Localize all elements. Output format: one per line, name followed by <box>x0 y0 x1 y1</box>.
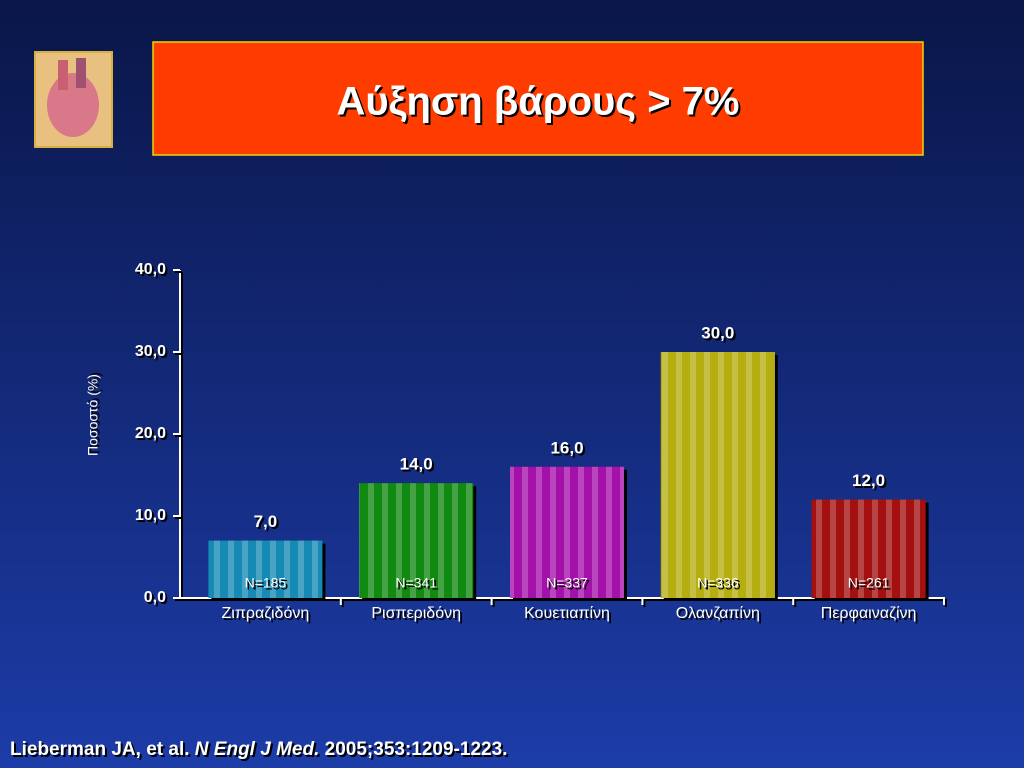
y-tick-label: 20,0 <box>135 425 166 442</box>
sample-label: N=336 <box>697 575 739 591</box>
citation-journal: N Engl J Med. <box>195 739 320 760</box>
citation-details: 2005;353:1209-1223. <box>325 739 508 760</box>
value-label: 14,0 <box>400 455 433 474</box>
x-tick-label: Ρισπεριδόνη <box>371 605 461 622</box>
y-tick-label: 0,0 <box>144 589 166 606</box>
bar-texture <box>510 466 624 598</box>
x-tick-label: Κουετιαπίνη <box>524 605 610 622</box>
citation-authors: Lieberman JA, et al. <box>10 739 190 760</box>
bar-texture <box>359 483 474 598</box>
plot: 0,0 10,0 20,0 30,0 40,0 Ζιπραζιδόνη 7,0 N=185 Ρι… <box>135 261 945 622</box>
chart-title: Αύξηση βάρους > 7% <box>337 80 740 124</box>
y-tick-label: 10,0 <box>135 507 166 524</box>
y-tick-label: 30,0 <box>135 343 166 360</box>
x-tick-label: Περφαιναζίνη <box>821 605 917 622</box>
sample-label: N=337 <box>546 575 588 591</box>
title-box <box>152 41 924 156</box>
x-tick-label: Ζιπραζιδόνη <box>222 605 310 622</box>
x-tick-label: Ολανζαπίνη <box>676 605 760 622</box>
bar-texture <box>660 352 775 598</box>
value-label: 7,0 <box>254 512 278 531</box>
value-label: 30,0 <box>701 323 734 342</box>
citation: Lieberman JA, et al. N Engl J Med. 2005;… <box>10 739 507 760</box>
bar-texture <box>208 540 323 598</box>
sample-label: N=185 <box>245 575 287 591</box>
sample-label: N=341 <box>395 575 437 591</box>
sample-label: N=261 <box>848 575 890 591</box>
y-axis-label: Ποσοστό (%) <box>85 374 101 456</box>
value-label: 12,0 <box>852 471 885 490</box>
value-label: 16,0 <box>550 438 583 457</box>
y-tick-label: 40,0 <box>135 261 166 278</box>
heart-icon <box>34 51 113 148</box>
bar-texture <box>811 499 926 598</box>
